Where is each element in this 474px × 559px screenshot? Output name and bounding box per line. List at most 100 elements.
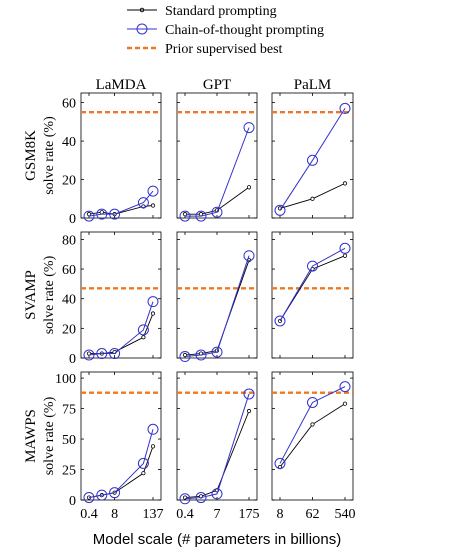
cot-point: [109, 348, 121, 360]
cot-point: [96, 489, 108, 501]
standard-point: [342, 401, 348, 406]
y-tick-label: 0: [69, 212, 76, 227]
cot-point: [307, 260, 318, 272]
x-axis-label: Model scale (# parameters in billions): [93, 531, 341, 548]
panel-mawps-lamda: 0 25 50 75 100 0.4 8 137: [55, 371, 164, 522]
cot-series-line: [279, 108, 346, 211]
standard-point: [310, 196, 315, 201]
cot-point: [339, 102, 351, 114]
cot-series-line: [279, 247, 346, 322]
cot-series-line: [184, 255, 250, 358]
panel-gsm8k-palm: [271, 92, 354, 219]
standard-point: [342, 253, 348, 258]
panel-gsm8k-gpt: [176, 92, 258, 222]
legend-marker-circle: [136, 23, 148, 35]
legend-marker-dot: [139, 7, 145, 13]
x-tick-label: 8: [277, 507, 284, 522]
legend-item: Chain-of-thought prompting: [127, 23, 324, 38]
x-tick-label: 137: [143, 507, 164, 522]
cot-point: [179, 351, 191, 363]
legend-label: Chain-of-thought prompting: [165, 23, 324, 38]
cot-point: [243, 122, 255, 134]
panel-frame: [80, 92, 162, 219]
panel-frame: [271, 371, 354, 501]
y-tick-label: 40: [62, 293, 76, 308]
cot-series-line: [184, 393, 250, 500]
y-tick-label: 100: [55, 372, 76, 387]
x-tick-label: 0.4: [176, 507, 194, 522]
standard-series-line: [89, 313, 154, 355]
cot-point: [147, 185, 159, 197]
y-axis-label: solve rate (%): [42, 255, 57, 334]
x-tick-label: 7: [214, 507, 221, 522]
cot-point: [83, 349, 95, 361]
standard-point: [150, 203, 156, 208]
cot-point: [339, 242, 351, 254]
column-title: PaLM: [294, 77, 332, 93]
x-tick-label: 8: [111, 507, 118, 522]
x-tick-label: 175: [239, 507, 260, 522]
panel-frame: [80, 231, 162, 359]
standard-point: [141, 335, 146, 340]
y-tick-label: 0: [69, 352, 76, 367]
legend-label: Prior supervised best: [165, 42, 283, 57]
cot-point: [179, 493, 191, 505]
standard-point: [246, 408, 252, 414]
cot-point: [83, 492, 95, 504]
row-dataset-label: MAWPS: [23, 409, 39, 463]
row-dataset-label: GSM8K: [23, 130, 39, 181]
legend-item: Prior supervised best: [127, 42, 283, 57]
legend: Standard prompting Chain-of-thought promp…: [127, 4, 324, 57]
cot-point: [195, 492, 207, 504]
legend-label: Standard prompting: [165, 4, 277, 19]
cot-point: [243, 388, 255, 400]
standard-point: [141, 471, 146, 476]
standard-point: [182, 212, 188, 217]
standard-point: [86, 351, 92, 356]
cot-point: [274, 315, 286, 327]
standard-series-line: [279, 403, 346, 468]
cot-point: [211, 346, 223, 358]
y-tick-label: 50: [62, 433, 76, 448]
cot-point: [243, 250, 255, 262]
y-tick-label: 75: [62, 403, 76, 418]
column-title: GPT: [203, 77, 231, 93]
y-tick-label: 25: [62, 464, 76, 479]
y-tick-label: 20: [62, 322, 76, 337]
legend-item: Standard prompting: [127, 4, 277, 19]
cot-point: [339, 381, 351, 393]
cot-series-line: [185, 127, 250, 217]
cot-series-line: [88, 429, 154, 499]
standard-series-line: [184, 410, 250, 499]
standard-series-line: [184, 260, 250, 356]
standard-point: [310, 422, 315, 427]
y-tick-label: 80: [62, 233, 76, 248]
cot-point: [179, 210, 191, 222]
cot-point: [274, 204, 286, 216]
y-axis-label: solve rate (%): [42, 396, 57, 475]
cot-point: [109, 487, 121, 499]
cot-point: [137, 457, 149, 469]
standard-point: [182, 352, 188, 358]
y-tick-label: 0: [69, 494, 76, 509]
x-tick-label: 62: [306, 507, 320, 522]
y-axis-label: solve rate (%): [42, 116, 57, 195]
cot-point: [96, 208, 108, 220]
cot-point: [195, 210, 207, 222]
cot-point: [83, 210, 95, 222]
standard-point: [99, 210, 104, 215]
cot-point: [147, 296, 159, 308]
standard-point: [342, 181, 348, 186]
panel-svamp-gpt: [176, 231, 258, 363]
panel-svamp-palm: [271, 231, 354, 359]
y-tick-label: 60: [62, 263, 76, 278]
cot-point: [137, 197, 149, 209]
cot-point: [211, 488, 223, 500]
standard-point: [246, 185, 252, 190]
panel-svamp-lamda: 0 20 40 60 80: [62, 231, 162, 367]
standard-series-line: [185, 186, 250, 215]
column-title: LaMDA: [96, 77, 147, 93]
cot-series-line: [88, 301, 154, 356]
